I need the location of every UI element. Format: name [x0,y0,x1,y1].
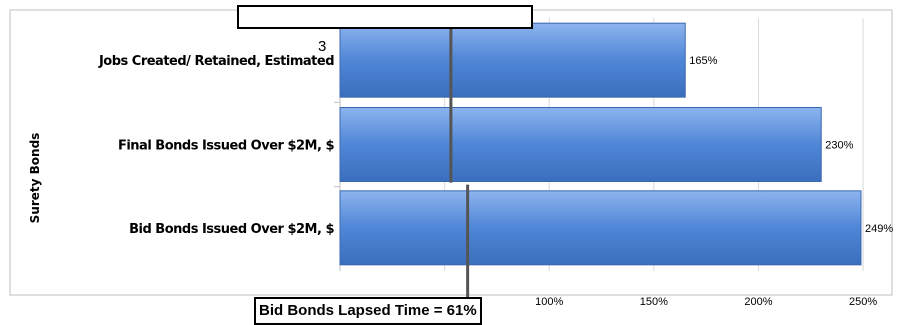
y-axis-title: Surety Bonds [28,133,42,224]
bar-1 [339,107,822,182]
caption-box: Bid Bonds Lapsed Time = 61% [254,297,482,325]
x-tick-label-2: 100% [535,296,563,308]
x-tick-label-4: 200% [744,296,772,308]
marker-number: 3 [318,38,326,55]
data-label-1: 230% [825,140,853,152]
category-label-2: Bid Bonds Issued Over $2M, $ [129,222,334,237]
bar-2 [339,190,862,266]
chart-title-box [237,5,533,29]
data-label-2: 249% [865,223,893,235]
category-label-1: Final Bonds Issued Over $2M, $ [118,139,334,154]
category-label-0: Jobs Created/ Retained, Estimated [98,54,334,69]
bar-0 [339,22,686,98]
x-tick-label-5: 250% [849,296,877,308]
x-tick-label-3: 150% [640,296,668,308]
data-label-0: 165% [689,55,717,67]
caption-text: Bid Bonds Lapsed Time = 61% [259,302,477,319]
